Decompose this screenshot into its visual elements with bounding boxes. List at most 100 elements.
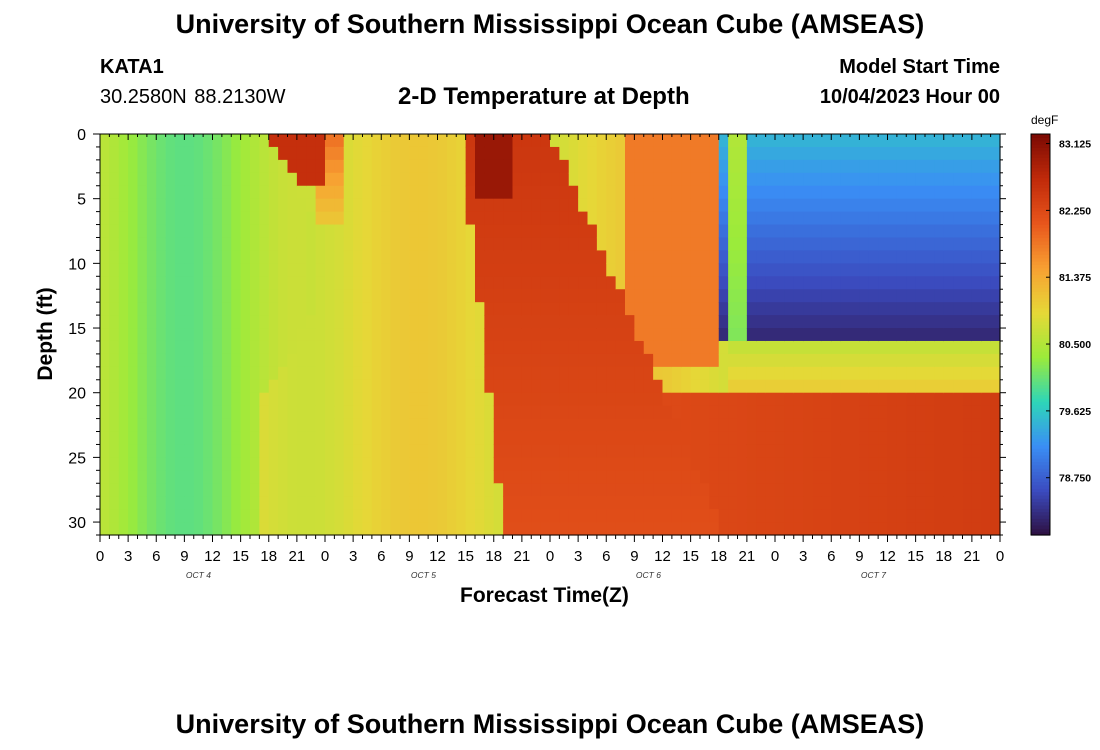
heatmap-cell (184, 211, 195, 226)
heatmap-cell (971, 159, 982, 174)
heatmap-cell (475, 522, 485, 536)
heatmap-cell (671, 263, 682, 277)
heatmap-cell (615, 224, 626, 239)
heatmap-cell (109, 146, 120, 161)
heatmap-cell (362, 315, 373, 329)
heatmap-cell (775, 366, 785, 381)
heatmap-cell (381, 470, 392, 484)
heatmap-cell (334, 237, 345, 252)
heatmap-cell (540, 483, 551, 497)
heatmap-cell (484, 328, 495, 342)
heatmap-cell (906, 250, 917, 264)
heatmap-cell (146, 340, 157, 355)
heatmap-cell (709, 224, 720, 239)
heatmap-cell (821, 328, 832, 342)
heatmap-cell (531, 315, 542, 329)
heatmap-cell (596, 379, 607, 394)
heatmap-cell (793, 418, 804, 433)
heatmap-cell (878, 250, 889, 264)
heatmap-cell (390, 379, 401, 394)
heatmap-cell (268, 431, 279, 446)
heatmap-cell (887, 315, 898, 329)
heatmap-cell (653, 509, 664, 523)
heatmap-cell (465, 431, 476, 446)
heatmap-cell (681, 302, 692, 316)
heatmap-cell (128, 289, 139, 303)
heatmap-cell (521, 509, 532, 523)
heatmap-cell (728, 211, 739, 226)
heatmap-cell (446, 250, 457, 264)
heatmap-cell (137, 496, 148, 510)
heatmap-cell (334, 470, 345, 484)
heatmap-cell (156, 315, 167, 329)
heatmap-cell (821, 250, 832, 264)
heatmap-cell (428, 509, 439, 523)
heatmap-cell (934, 431, 945, 446)
heatmap-cell (343, 263, 354, 277)
heatmap-cell (128, 509, 139, 523)
heatmap-cell (268, 366, 279, 381)
heatmap-cell (390, 509, 401, 523)
heatmap-cell (128, 470, 139, 484)
heatmap-cell (653, 172, 664, 187)
heatmap-cell (109, 198, 120, 213)
heatmap-cell (840, 418, 851, 433)
heatmap-cell (137, 522, 148, 536)
heatmap-cell (559, 405, 570, 420)
heatmap-cell (296, 276, 307, 290)
heatmap-cell (193, 134, 204, 148)
heatmap-cell (250, 211, 260, 226)
heatmap-cell (793, 353, 804, 368)
heatmap-cell (756, 340, 767, 355)
heatmap-cell (400, 418, 410, 433)
heatmap-cell (896, 444, 907, 458)
heatmap-cell (353, 366, 364, 381)
heatmap-cell (268, 340, 279, 355)
heatmap-cell (559, 211, 570, 226)
heatmap-cell (212, 366, 223, 381)
heatmap-cell (325, 405, 335, 420)
heatmap-cell (250, 509, 260, 523)
heatmap-cell (896, 159, 907, 174)
heatmap-cell (578, 405, 589, 420)
heatmap-cell (146, 315, 157, 329)
heatmap-cell (840, 470, 851, 484)
heatmap-cell (353, 224, 364, 239)
heatmap-cell (784, 250, 795, 264)
heatmap-cell (690, 379, 701, 394)
heatmap-cell (784, 263, 795, 277)
heatmap-cell (587, 134, 598, 148)
heatmap-cell (240, 496, 251, 510)
heatmap-cell (596, 211, 607, 226)
heatmap-cell (746, 146, 757, 161)
heatmap-cell (287, 457, 298, 471)
heatmap-cell (465, 134, 476, 148)
heatmap-cell (100, 237, 110, 252)
heatmap-cell (765, 457, 776, 471)
heatmap-cell (475, 353, 485, 368)
heatmap-cell (446, 496, 457, 510)
heatmap-cell (231, 302, 242, 316)
heatmap-cell (250, 496, 260, 510)
heatmap-cell (981, 159, 992, 174)
heatmap-cell (231, 340, 242, 355)
heatmap-cell (990, 431, 1001, 446)
heatmap-cell (906, 159, 917, 174)
heatmap-cell (512, 328, 523, 342)
heatmap-cell (737, 237, 748, 252)
heatmap-cell (643, 392, 654, 407)
heatmap-cell (268, 263, 279, 277)
heatmap-cell (306, 340, 317, 355)
heatmap-cell (306, 263, 317, 277)
heatmap-cell (540, 418, 551, 433)
heatmap-cell (259, 418, 270, 433)
colorbar-swatch (1031, 220, 1050, 225)
heatmap-cell (493, 237, 504, 252)
heatmap-cell (521, 159, 532, 174)
heatmap-cell (390, 366, 401, 381)
heatmap-cell (709, 198, 720, 213)
heatmap-cell (681, 353, 692, 368)
heatmap-cell (859, 340, 870, 355)
heatmap-cell (493, 379, 504, 394)
heatmap-cell (503, 263, 514, 277)
